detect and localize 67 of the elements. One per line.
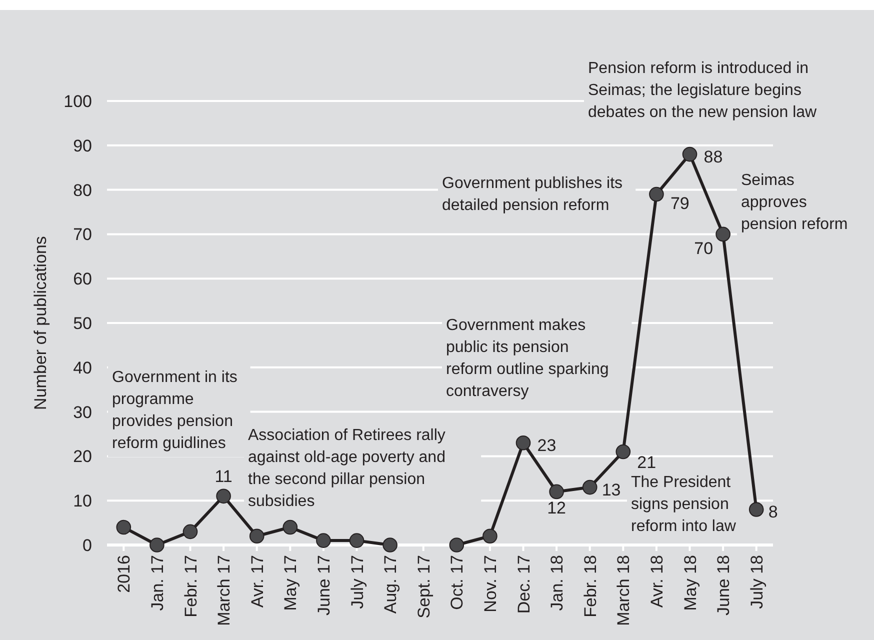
annotation: Government makes public its pension reform outline sparking contraversy bbox=[446, 317, 609, 400]
annotation: Seimas approves pension reform bbox=[741, 172, 848, 233]
annotation: Association of Retirees rally against old-age poverty and the second pillar pension subsidies bbox=[248, 427, 446, 510]
data-label: 8 bbox=[768, 502, 778, 522]
x-tick-label: July 17 bbox=[348, 555, 367, 609]
data-label: 21 bbox=[637, 452, 656, 472]
y-tick-label: 0 bbox=[82, 536, 92, 555]
point bbox=[316, 533, 331, 548]
point bbox=[449, 538, 464, 552]
point bbox=[116, 520, 132, 535]
point bbox=[216, 488, 231, 504]
point bbox=[150, 538, 164, 552]
data-label: 88 bbox=[704, 147, 723, 166]
point bbox=[249, 528, 264, 544]
point bbox=[649, 186, 664, 202]
x-tick-label: Febr. 17 bbox=[181, 555, 200, 618]
x-tick-label: Oct. 17 bbox=[448, 555, 467, 610]
y-tick-label: 70 bbox=[73, 225, 92, 244]
x-tick-label: Aug. 17 bbox=[381, 555, 400, 614]
point bbox=[382, 538, 398, 552]
point bbox=[748, 502, 764, 517]
annotation: Pension reform is introduced in Seimas; the legislature begins debates on the new pension law bbox=[588, 60, 818, 121]
y-tick-label: 40 bbox=[73, 358, 92, 378]
x-tick-label: 2016 bbox=[114, 555, 134, 593]
x-tick-label: May 18 bbox=[680, 555, 700, 611]
data-label: 11 bbox=[214, 467, 232, 486]
point bbox=[716, 226, 730, 242]
annotation: Government publishes its detailed pension reform bbox=[442, 175, 623, 214]
x-tick-label: Avr. 18 bbox=[647, 555, 666, 608]
point bbox=[349, 533, 364, 548]
x-tick-label: Jan. 18 bbox=[548, 555, 567, 611]
x-tick-label: Sept. 17 bbox=[414, 555, 434, 618]
point bbox=[516, 435, 531, 450]
annotation: Government in its programme provides pension reform guidlines bbox=[112, 369, 238, 452]
x-tick-label: June 17 bbox=[314, 555, 334, 616]
point bbox=[549, 484, 564, 500]
x-tick-label: March 17 bbox=[214, 555, 234, 626]
x-tick-label: June 18 bbox=[714, 555, 734, 616]
y-tick-label: 80 bbox=[73, 180, 92, 200]
data-label: 13 bbox=[602, 480, 621, 500]
point bbox=[282, 520, 298, 535]
x-tick-label: Jan. 17 bbox=[148, 555, 167, 611]
y-tick-label: 20 bbox=[73, 447, 92, 466]
y-tick-label: 30 bbox=[73, 402, 92, 422]
point bbox=[182, 524, 198, 540]
x-tick-label: July 18 bbox=[747, 555, 766, 609]
data-label: 70 bbox=[694, 239, 714, 258]
x-tick-label: Dec. 17 bbox=[514, 555, 534, 614]
data-label: 12 bbox=[547, 498, 566, 518]
y-tick-label: 60 bbox=[73, 270, 92, 289]
y-axis-title: Number of publications bbox=[31, 236, 50, 410]
y-tick-label: 10 bbox=[73, 492, 92, 511]
point bbox=[582, 480, 598, 495]
y-tick-label: 100 bbox=[64, 92, 92, 111]
point bbox=[682, 146, 698, 162]
x-tick-label: Nov. 17 bbox=[480, 555, 500, 612]
data-label: 79 bbox=[670, 194, 690, 214]
y-tick-label: 50 bbox=[73, 314, 92, 333]
x-tick-label: Febr. 18 bbox=[580, 555, 600, 618]
x-tick-label: Avr. 17 bbox=[248, 555, 267, 608]
data-label: 23 bbox=[537, 436, 556, 455]
x-tick-label: May 17 bbox=[281, 555, 300, 611]
x-tick-label: March 18 bbox=[614, 555, 634, 626]
annotation: The President signs pension reform into law bbox=[631, 474, 736, 535]
point bbox=[482, 528, 498, 544]
point bbox=[616, 444, 631, 460]
y-tick-label: 90 bbox=[73, 136, 92, 156]
